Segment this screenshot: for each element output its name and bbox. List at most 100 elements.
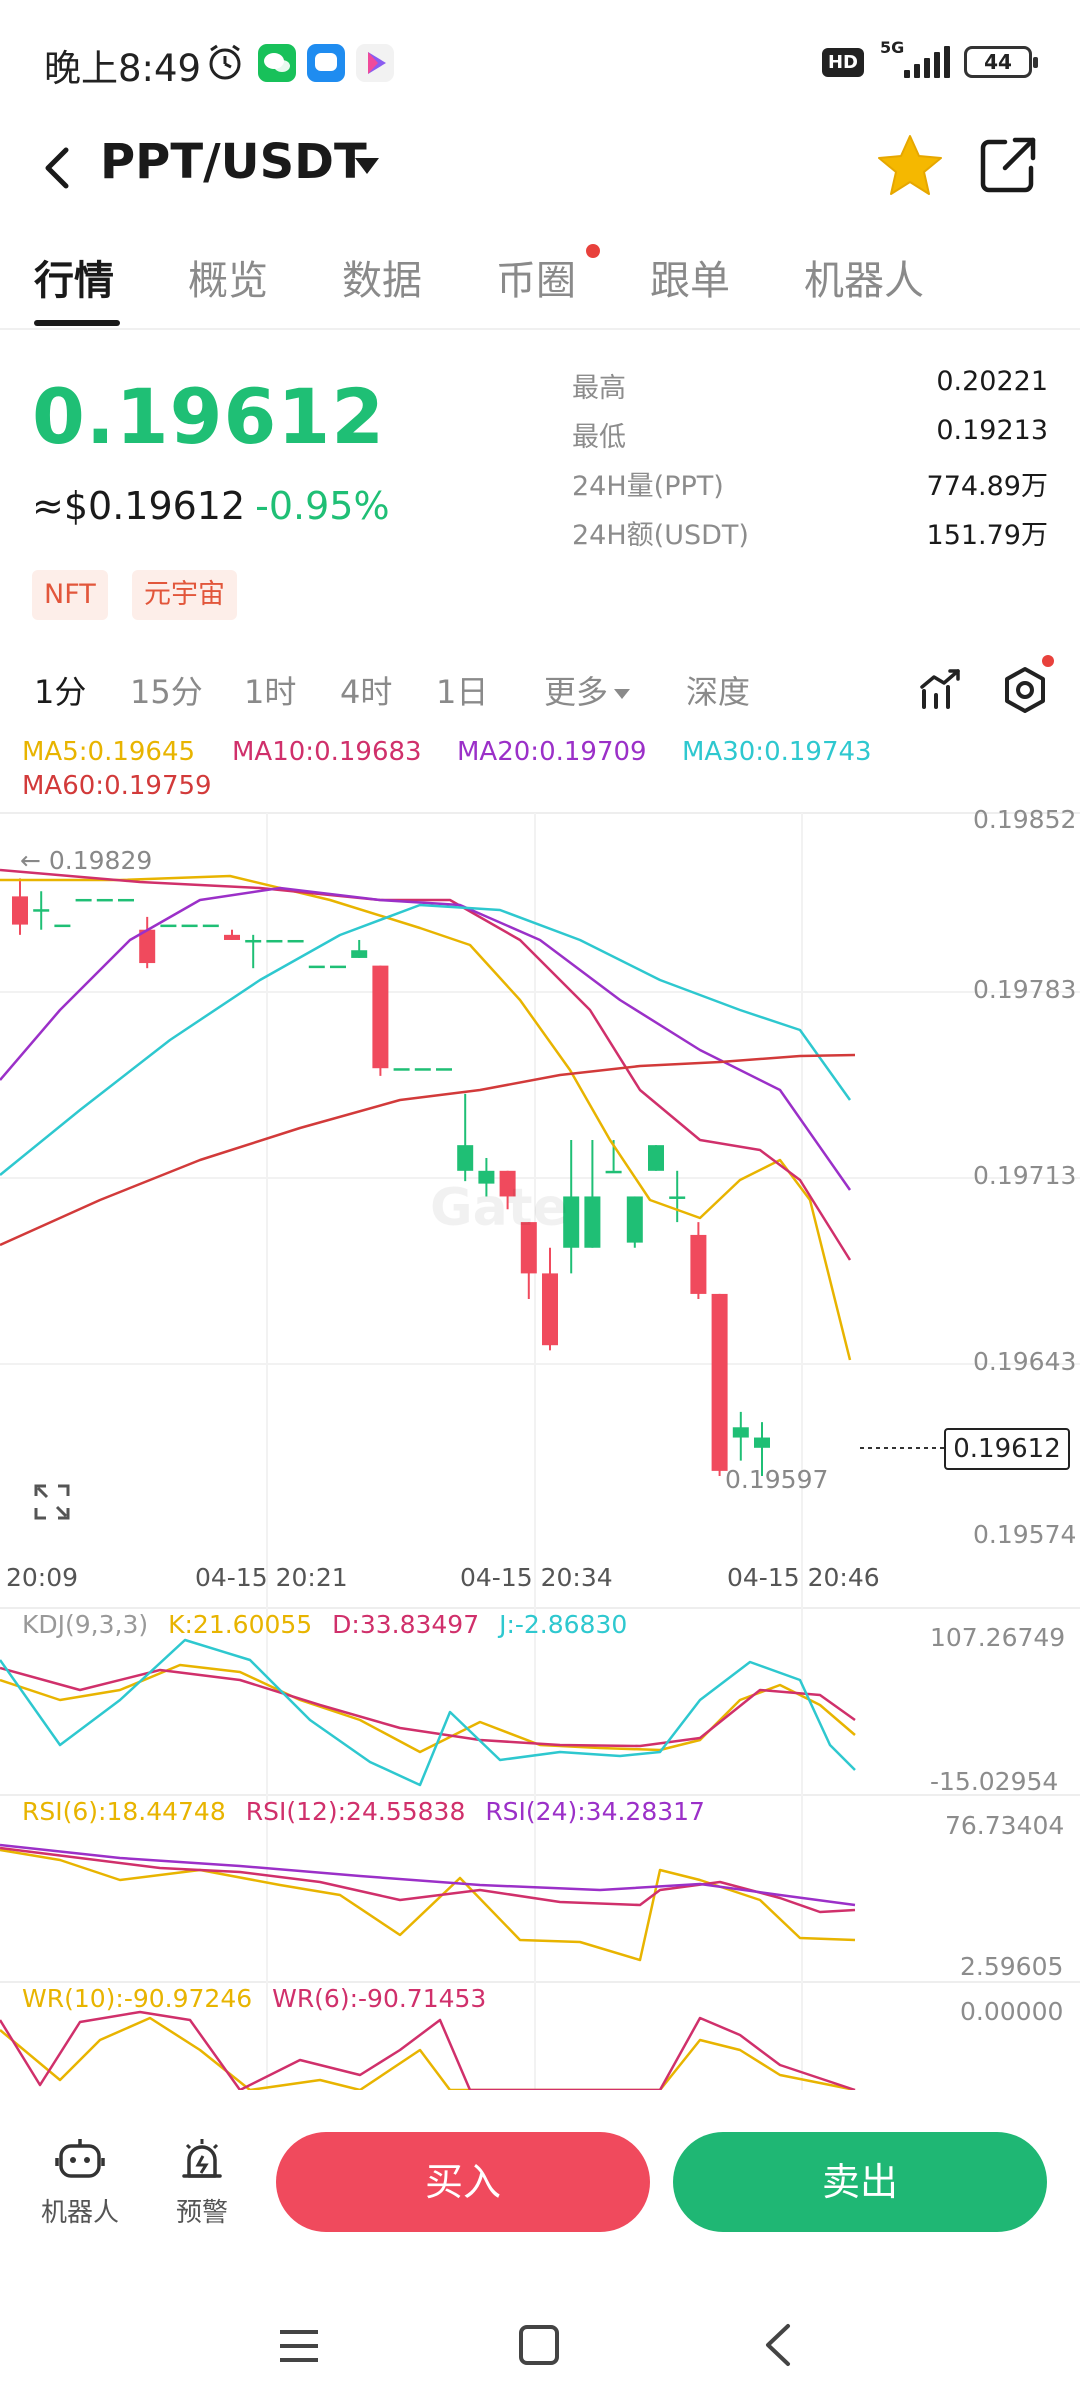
min-price-annotation: 0.19597 — [725, 1465, 829, 1494]
indicator-chart-icon[interactable] — [918, 667, 964, 713]
max-price-annotation: ← 0.19829 — [20, 846, 153, 875]
stat-high-label: 最高 — [572, 373, 626, 404]
candle-body — [160, 924, 177, 928]
home-icon[interactable] — [518, 2324, 560, 2366]
rsi24: RSI(24):34.28317 — [485, 1797, 705, 1826]
status-indicators: HD 5G 44 — [821, 38, 1038, 80]
rsi24-line — [0, 1843, 856, 1907]
robot-label: 机器人 — [40, 2198, 119, 2228]
candle-body — [732, 1427, 749, 1438]
signal-icon: 5G — [878, 38, 950, 80]
pair-dropdown-caret-icon[interactable] — [355, 158, 379, 174]
kdj-title: KDJ(9,3,3) — [22, 1610, 149, 1639]
back-icon[interactable] — [30, 138, 90, 198]
favorite-star-icon[interactable] — [875, 130, 945, 200]
y-tick: 0.19574 — [973, 1520, 1077, 1549]
kdj-k: K:21.60055 — [168, 1610, 313, 1639]
x-tick: 04-15 20:21 — [195, 1563, 348, 1592]
fullscreen-icon[interactable] — [32, 1482, 72, 1522]
back-nav-icon[interactable] — [762, 2322, 794, 2368]
wr6-line — [0, 2010, 856, 2090]
buy-button[interactable]: 买入 — [276, 2132, 650, 2232]
sell-button[interactable]: 卖出 — [673, 2132, 1047, 2232]
candle-body — [605, 1170, 622, 1174]
hd-badge: HD — [821, 47, 864, 77]
rsi12-line — [0, 1846, 856, 1914]
candle-body — [54, 924, 71, 928]
candle-body — [520, 1222, 537, 1274]
alert-button[interactable]: 预警 — [152, 2136, 252, 2229]
candle-body — [351, 950, 368, 958]
robot-button[interactable]: 机器人 — [30, 2136, 130, 2229]
x-tick: 20:09 — [6, 1563, 79, 1592]
last-price-tag: 0.19612 — [944, 1428, 1070, 1470]
interval-1d[interactable]: 1日 — [436, 673, 489, 711]
bottom-action-bar: 机器人 预警 买入 卖出 — [0, 2090, 1080, 2280]
interval-4h[interactable]: 4时 — [340, 673, 393, 711]
interval-15m[interactable]: 15分 — [130, 673, 203, 711]
ma60-label: MA60:0.19759 — [22, 771, 212, 801]
network-type: 5G — [880, 38, 905, 57]
alert-label: 预警 — [175, 2198, 228, 2228]
tab-overview[interactable]: 概览 — [188, 258, 268, 304]
wr10: WR(10):-90.97246 — [22, 1984, 253, 2013]
interval-1m[interactable]: 1分 — [34, 673, 87, 711]
tab-data[interactable]: 数据 — [342, 258, 422, 304]
stat-turnover-value: 151.79万 — [926, 520, 1048, 551]
candle-body — [181, 924, 198, 928]
candle-body — [584, 1196, 601, 1248]
candle-body — [690, 1234, 707, 1294]
candle-body — [669, 1196, 686, 1199]
watermark: Gate — [430, 1178, 568, 1238]
price-usd-row: ≈$0.19612 -0.95% — [32, 484, 390, 528]
main-tabs: 行情 概览 数据 币圈 跟单 机器人 — [0, 236, 1080, 330]
candle-body — [436, 1068, 452, 1071]
interval-more[interactable]: 更多 — [544, 667, 631, 713]
x-tick: 04-15 20:46 — [727, 1563, 880, 1592]
interval-bar: 1分 15分 1时 4时 1日 更多 深度 — [0, 655, 1080, 735]
tab-community[interactable]: 币圈 — [496, 258, 576, 304]
tab-active-indicator — [34, 320, 120, 326]
share-icon[interactable] — [975, 132, 1041, 198]
stat-volume-value: 774.89万 — [926, 471, 1048, 502]
candle-body — [754, 1437, 770, 1448]
y-tick: 0.19643 — [973, 1347, 1077, 1376]
alarm-icon — [209, 44, 241, 80]
tab-robot[interactable]: 机器人 — [804, 258, 924, 304]
ma30-label: MA30:0.19743 — [682, 737, 872, 767]
menu-icon[interactable] — [278, 2326, 320, 2366]
tab-copy-trading[interactable]: 跟单 — [650, 258, 730, 304]
ma5-line — [0, 874, 852, 1361]
tab-market[interactable]: 行情 — [34, 258, 114, 304]
y-tick: 0.19852 — [973, 805, 1077, 834]
candle-body — [330, 965, 346, 969]
candle-body — [118, 898, 134, 902]
candle-body — [139, 929, 156, 964]
stat-low-label: 最低 — [572, 422, 626, 453]
kline-chart[interactable] — [0, 800, 1080, 2090]
kdj-j: J:-2.86830 — [499, 1610, 628, 1639]
interval-1h[interactable]: 1时 — [244, 673, 297, 711]
last-price: 0.19612 — [32, 372, 386, 461]
y-tick: 0.19713 — [973, 1161, 1077, 1190]
wr-legend: WR(10):-90.97246 WR(6):-90.71453 — [22, 1984, 486, 2013]
alarm-bell-icon — [182, 2139, 222, 2178]
wr-max: 0.00000 — [960, 1997, 1064, 2026]
pair-title[interactable]: PPT/USDT — [100, 134, 367, 190]
rsi-min: 2.59605 — [960, 1952, 1064, 1981]
ma20-label: MA20:0.19709 — [457, 737, 647, 767]
kdj-min: -15.02954 — [930, 1767, 1059, 1796]
interval-depth[interactable]: 深度 — [686, 673, 751, 711]
tag-nft[interactable]: NFT — [32, 570, 108, 620]
usd-price: ≈$0.19612 — [32, 484, 246, 528]
settings-gear-icon[interactable] — [1000, 665, 1050, 715]
rsi6-line — [0, 1848, 856, 1962]
messenger-icon — [307, 44, 345, 82]
rsi12: RSI(12):24.55838 — [245, 1797, 466, 1826]
notification-dot — [586, 244, 600, 258]
tag-metaverse[interactable]: 元宇宙 — [132, 570, 237, 620]
wechat-icon — [258, 44, 296, 82]
candle-body — [478, 1170, 495, 1184]
video-app-icon — [356, 44, 394, 82]
chevron-down-icon — [614, 689, 631, 699]
